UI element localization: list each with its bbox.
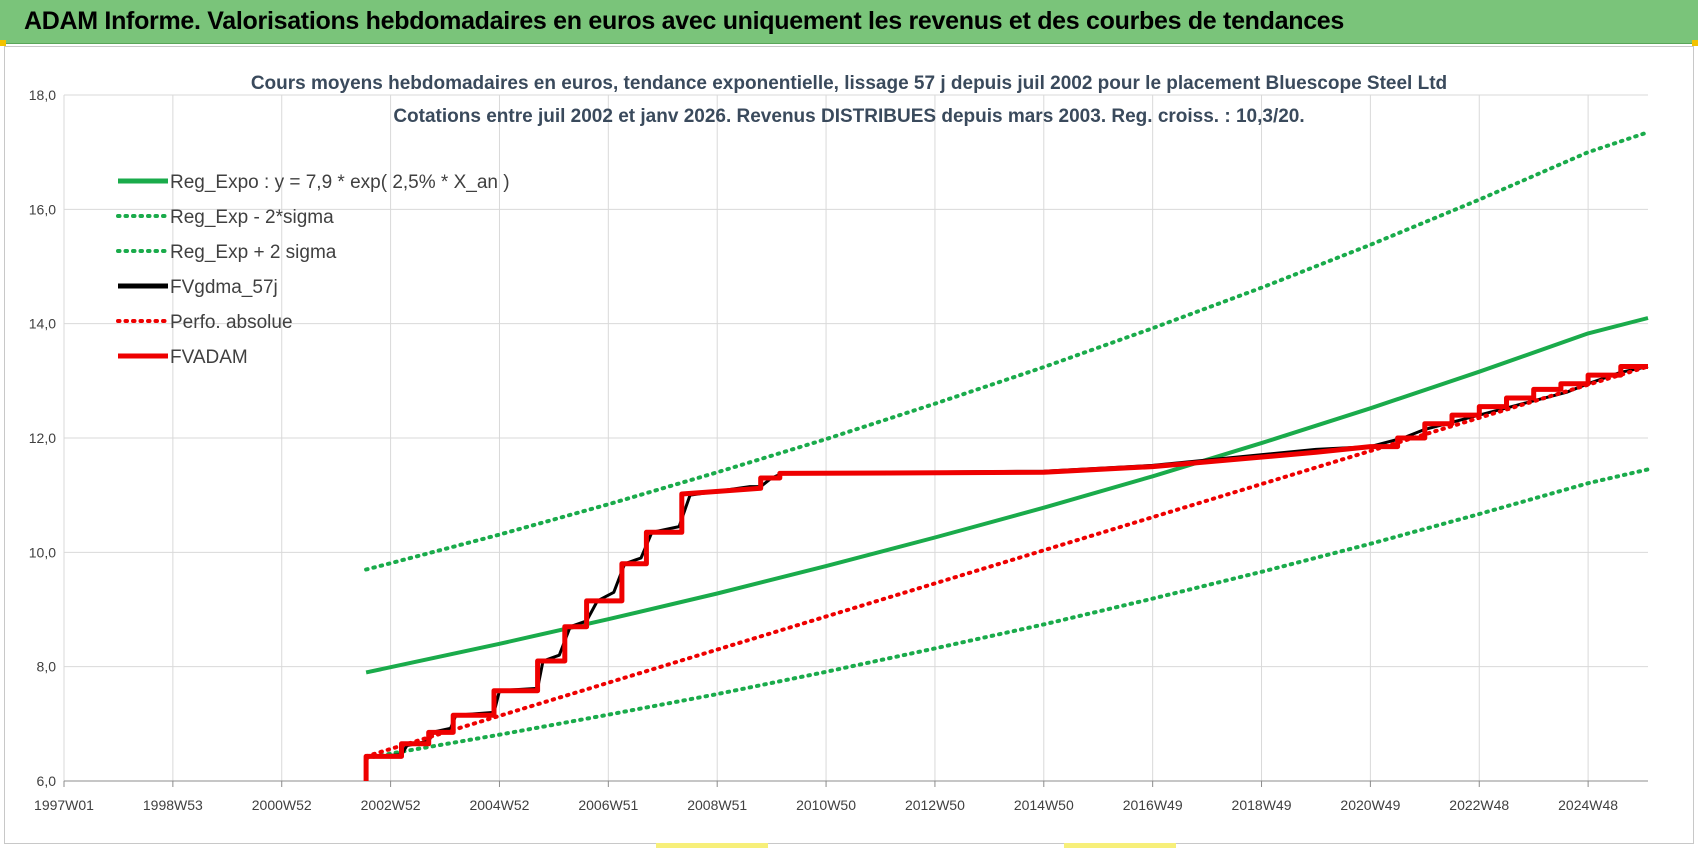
series-line-0 bbox=[365, 316, 1649, 675]
x-tick-label: 2008W51 bbox=[687, 797, 747, 813]
legend-label: FVgdma_57j bbox=[170, 277, 278, 298]
x-tick-label: 2014W50 bbox=[1014, 797, 1074, 813]
page-title: ADAM Informe. Valorisations hebdomadaire… bbox=[24, 7, 1345, 35]
legend-label: FVADAM bbox=[170, 347, 248, 368]
grid-lines bbox=[63, 94, 1648, 787]
chart-title-line-1: Cours moyens hebdomadaires en euros, ten… bbox=[251, 73, 1447, 94]
axis-tick-labels: 6,0 8,0 10,0 12,0 14,0 16,0 18,0 1997W01 1998W53… bbox=[29, 87, 1619, 813]
legend-label: Reg_Exp + 2 sigma bbox=[170, 242, 337, 263]
x-tick-label: 2016W49 bbox=[1123, 797, 1183, 813]
x-tick-label: 2010W50 bbox=[796, 797, 856, 813]
y-tick-label: 16,0 bbox=[29, 201, 56, 217]
chart-legend: Reg_Expo : y = 7,9 * exp( 2,5% * X_an ) R… bbox=[116, 172, 510, 368]
legend-label: Reg_Expo : y = 7,9 * exp( 2,5% * X_an ) bbox=[170, 172, 510, 193]
corner-marker-right bbox=[1692, 40, 1698, 46]
y-tick-label: 14,0 bbox=[29, 316, 56, 332]
y-tick-label: 10,0 bbox=[29, 544, 56, 560]
series-line-5 bbox=[363, 364, 1648, 781]
y-tick-label: 12,0 bbox=[29, 430, 56, 446]
chart-frame bbox=[4, 46, 1694, 844]
corner-marker-left bbox=[0, 40, 6, 46]
x-tick-label: 2024W48 bbox=[1558, 797, 1618, 813]
header-bar: ADAM Informe. Valorisations hebdomadaire… bbox=[0, 0, 1698, 44]
series-line-4 bbox=[364, 364, 1650, 759]
x-tick-label: 1998W53 bbox=[143, 797, 203, 813]
x-tick-label: 2012W50 bbox=[905, 797, 965, 813]
y-tick-label: 8,0 bbox=[37, 659, 57, 675]
x-tick-label: 2020W49 bbox=[1340, 797, 1400, 813]
y-tick-label: 6,0 bbox=[37, 773, 57, 789]
series-line-1 bbox=[364, 467, 1650, 761]
x-tick-label: 2000W52 bbox=[252, 797, 312, 813]
bottom-accent-2 bbox=[1064, 843, 1176, 848]
legend-label: Perfo. absolue bbox=[170, 312, 293, 333]
series-line-2 bbox=[364, 130, 1650, 572]
chart-title-line-2: Cotations entre juil 2002 et janv 2026. … bbox=[393, 106, 1304, 127]
x-tick-label: 2022W48 bbox=[1449, 797, 1509, 813]
x-tick-label: 2006W51 bbox=[578, 797, 638, 813]
x-tick-label: 2004W52 bbox=[469, 797, 529, 813]
x-tick-label: 2018W49 bbox=[1232, 797, 1292, 813]
x-tick-label: 1997W01 bbox=[34, 797, 94, 813]
legend-label: Reg_Exp - 2*sigma bbox=[170, 207, 334, 228]
x-tick-label: 2002W52 bbox=[361, 797, 421, 813]
bottom-accent-1 bbox=[656, 843, 768, 848]
y-tick-label: 18,0 bbox=[29, 87, 56, 103]
series-lines bbox=[363, 130, 1650, 781]
